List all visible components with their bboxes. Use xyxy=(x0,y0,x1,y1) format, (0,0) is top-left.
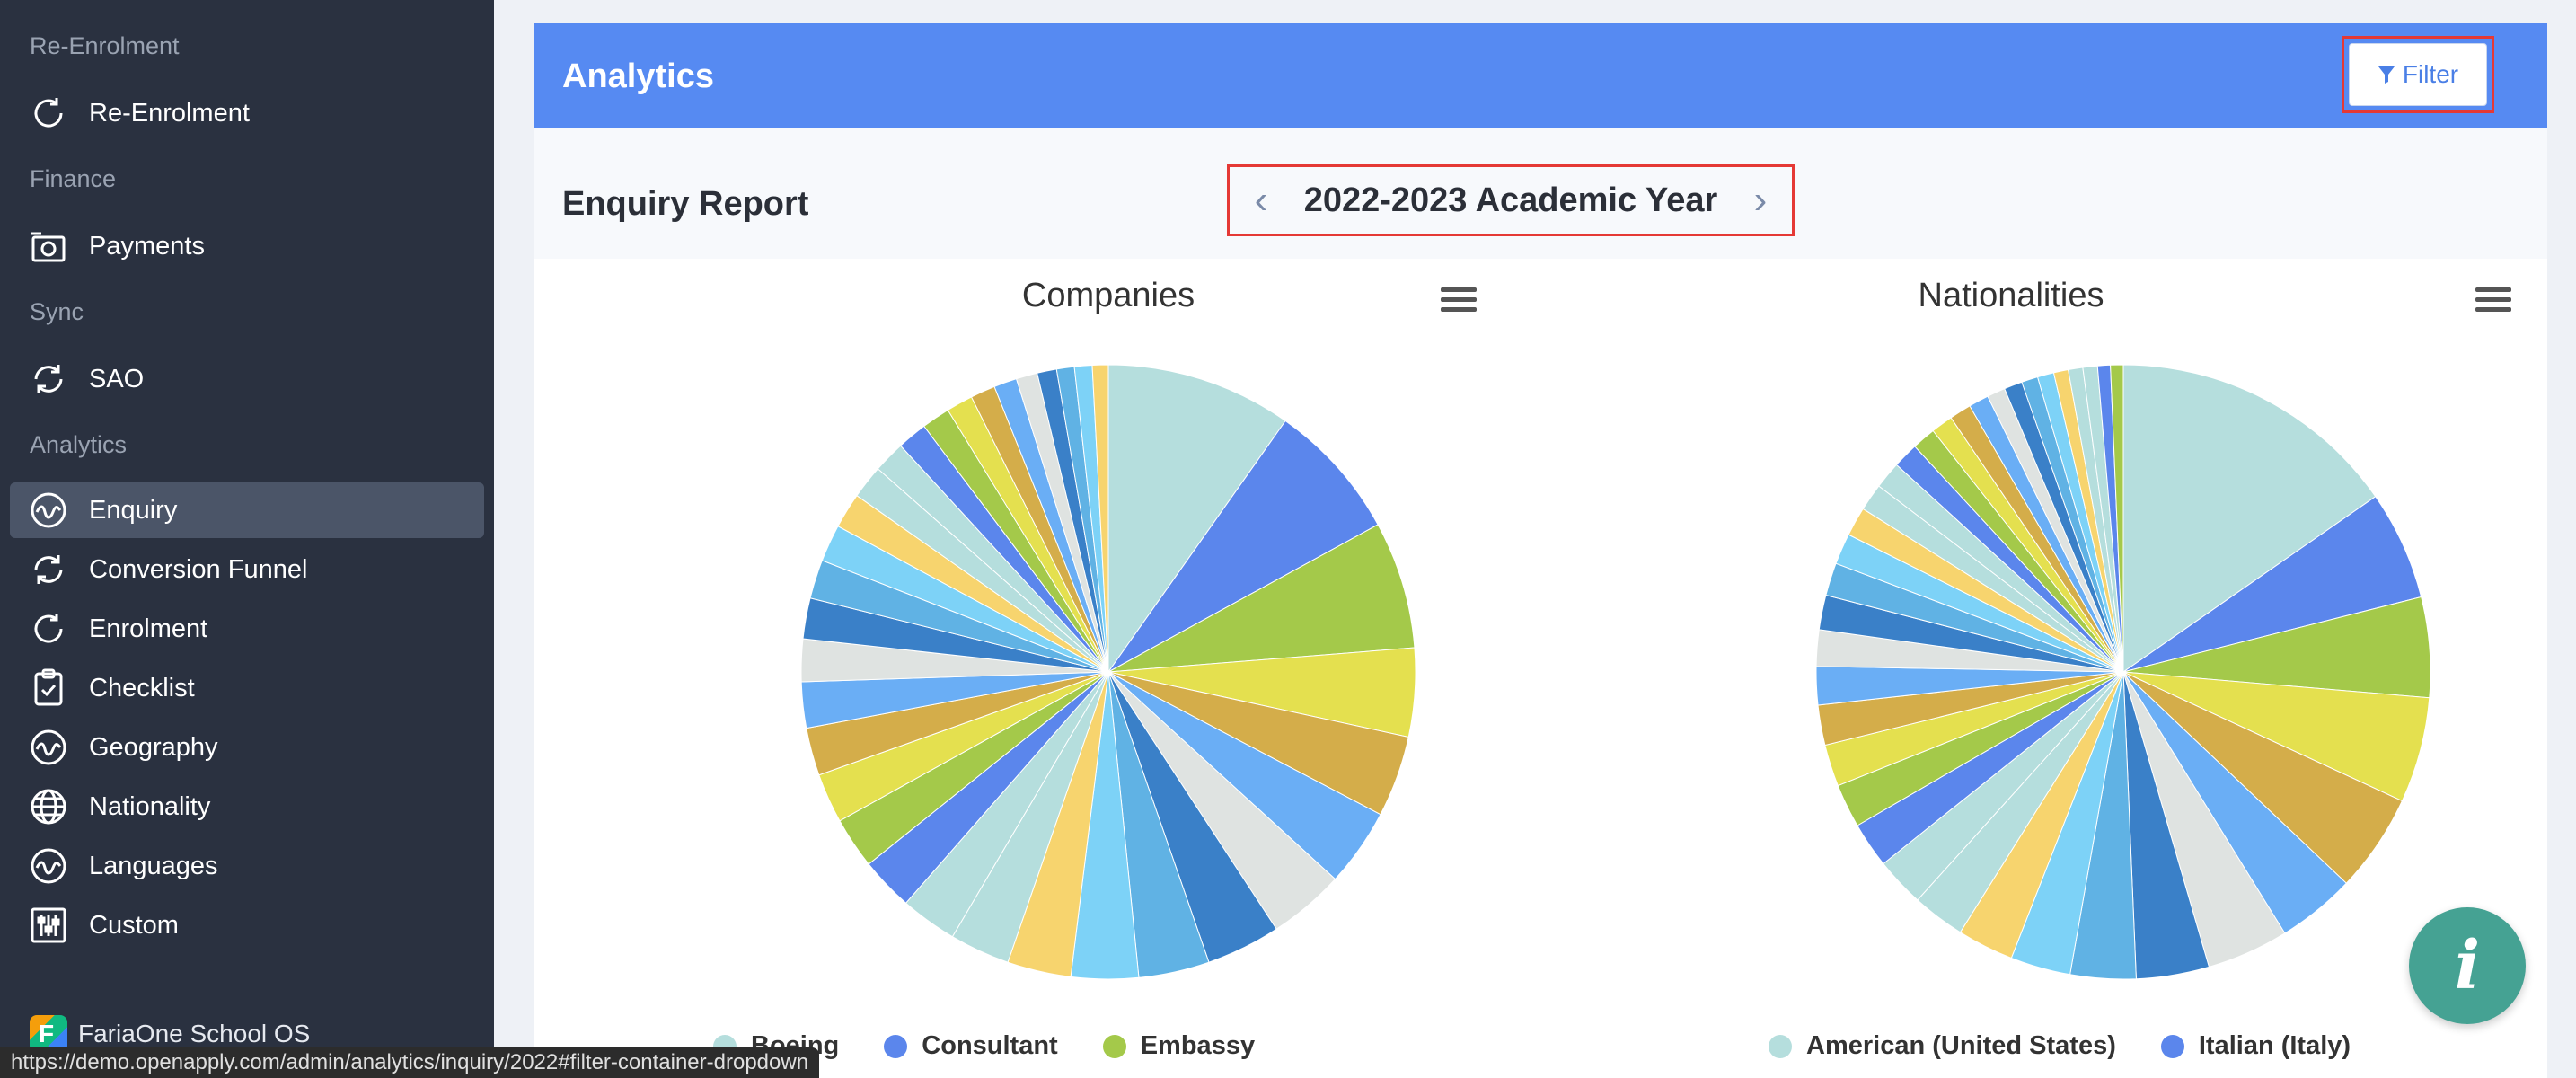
wave-icon xyxy=(28,845,69,887)
info-button[interactable]: i xyxy=(2409,907,2526,1024)
wave-icon xyxy=(28,727,69,768)
menu-icon[interactable] xyxy=(2475,287,2511,314)
chart-title: Companies xyxy=(1021,277,1195,314)
chevron-left-icon[interactable]: ‹ xyxy=(1254,178,1268,222)
nationalities-pie xyxy=(1815,364,2431,980)
pie-slice[interactable] xyxy=(1107,420,1379,673)
sidebar-item-custom[interactable]: Custom xyxy=(10,897,484,953)
pie-slice[interactable] xyxy=(1107,364,1286,674)
main-content: Analytics Filter Enquiry Report ‹ 2022-2… xyxy=(494,0,2576,1078)
chevron-right-icon[interactable]: › xyxy=(1753,178,1768,222)
pie-slice[interactable] xyxy=(2110,364,2124,673)
sidebar-item-payments[interactable]: Payments xyxy=(10,218,484,274)
sidebar-item-label: Enrolment xyxy=(89,614,208,643)
nationalities-chart: Nationalities American (United States) I… xyxy=(1539,259,2527,1078)
sidebar-item-re-enrolment[interactable]: Re-Enrolment xyxy=(10,85,484,141)
pie-slice[interactable] xyxy=(2122,495,2422,673)
legend-item[interactable]: Embassy xyxy=(1102,1031,1255,1061)
pie-slice[interactable] xyxy=(1091,364,1109,673)
sidebar-item-geography[interactable]: Geography xyxy=(10,720,484,775)
legend-item[interactable]: Consultant xyxy=(884,1031,1058,1061)
sidebar-item-languages[interactable]: Languages xyxy=(10,838,484,894)
sidebar-item-nationality[interactable]: Nationality xyxy=(10,779,484,835)
refresh-icon xyxy=(28,358,69,400)
section-label-analytics: Analytics xyxy=(30,431,128,458)
card-header: Analytics Filter xyxy=(534,23,2547,128)
wave-icon xyxy=(28,490,69,531)
pie-slice[interactable] xyxy=(2122,364,2377,673)
sidebar-item-label: Geography xyxy=(89,732,218,762)
sidebar-item-enrolment[interactable]: Enrolment xyxy=(10,601,484,657)
info-icon: i xyxy=(2454,927,2481,1004)
year-selector: ‹ 2022-2023 Academic Year › xyxy=(1227,164,1795,236)
section-label-sync: Sync xyxy=(30,298,84,325)
brand-label: FariaOne School OS xyxy=(78,1020,311,1047)
sidebar-item-label: SAO xyxy=(89,364,145,393)
section-label-finance: Finance xyxy=(30,165,117,192)
chart-legend: American (United States) Italian (Italy) xyxy=(1539,1031,2527,1061)
section-label-re-enrolment: Re-Enrolment xyxy=(30,32,180,59)
sidebar-item-label: Checklist xyxy=(89,673,195,702)
sidebar-item-conversion-funnel[interactable]: Conversion Funnel xyxy=(10,542,484,597)
globe-icon xyxy=(28,786,69,827)
sidebar-item-label: Languages xyxy=(89,851,218,880)
pie-slice[interactable] xyxy=(1107,524,1416,673)
brand[interactable]: FariaOne School OS xyxy=(30,1015,310,1053)
companies-pie xyxy=(800,364,1416,980)
sidebar: Re-Enrolment Re-Enrolment Finance Paymen… xyxy=(0,0,494,1078)
sidebar-item-label: Custom xyxy=(89,910,179,940)
filter-button[interactable]: Filter xyxy=(2349,43,2487,106)
refresh-icon xyxy=(28,549,69,590)
sidebar-item-label: Nationality xyxy=(89,791,211,821)
status-url: https://demo.openapply.com/admin/analyti… xyxy=(0,1047,820,1078)
filter-highlight-box xyxy=(2342,36,2494,113)
page-title: Analytics xyxy=(562,57,714,95)
refresh-icon xyxy=(28,608,69,649)
companies-chart: Companies Boeing Consultant Embassy xyxy=(534,259,1522,1078)
faria-logo-icon xyxy=(30,1015,67,1053)
chart-legend: Boeing Consultant Embassy xyxy=(614,1031,1306,1061)
clipboard-check-icon xyxy=(28,667,69,709)
sidebar-item-label: Conversion Funnel xyxy=(89,554,308,584)
filter-icon xyxy=(2378,66,2395,84)
refresh-icon xyxy=(28,93,69,134)
sidebar-item-label: Re-Enrolment xyxy=(89,98,250,128)
legend-item[interactable]: Italian (Italy) xyxy=(2160,1031,2351,1061)
sidebar-item-label: Enquiry xyxy=(89,495,178,525)
chart-title: Nationalities xyxy=(1918,277,2104,314)
sliders-icon xyxy=(28,905,69,946)
analytics-card: Analytics Filter Enquiry Report ‹ 2022-2… xyxy=(534,23,2547,1078)
sidebar-item-label: Payments xyxy=(89,231,205,261)
sidebar-item-checklist[interactable]: Checklist xyxy=(10,660,484,716)
academic-year-label: 2022-2023 Academic Year xyxy=(1303,181,1718,219)
filter-label: Filter xyxy=(2402,60,2459,88)
report-subheader: Enquiry Report ‹ 2022-2023 Academic Year… xyxy=(534,128,2547,259)
legend-item[interactable]: American (United States) xyxy=(1769,1031,2116,1061)
camera-icon xyxy=(28,225,69,267)
menu-icon[interactable] xyxy=(1441,287,1477,314)
sidebar-item-enquiry[interactable]: Enquiry xyxy=(10,482,484,538)
report-title: Enquiry Report xyxy=(562,185,809,223)
sidebar-item-sao[interactable]: SAO xyxy=(10,351,484,407)
